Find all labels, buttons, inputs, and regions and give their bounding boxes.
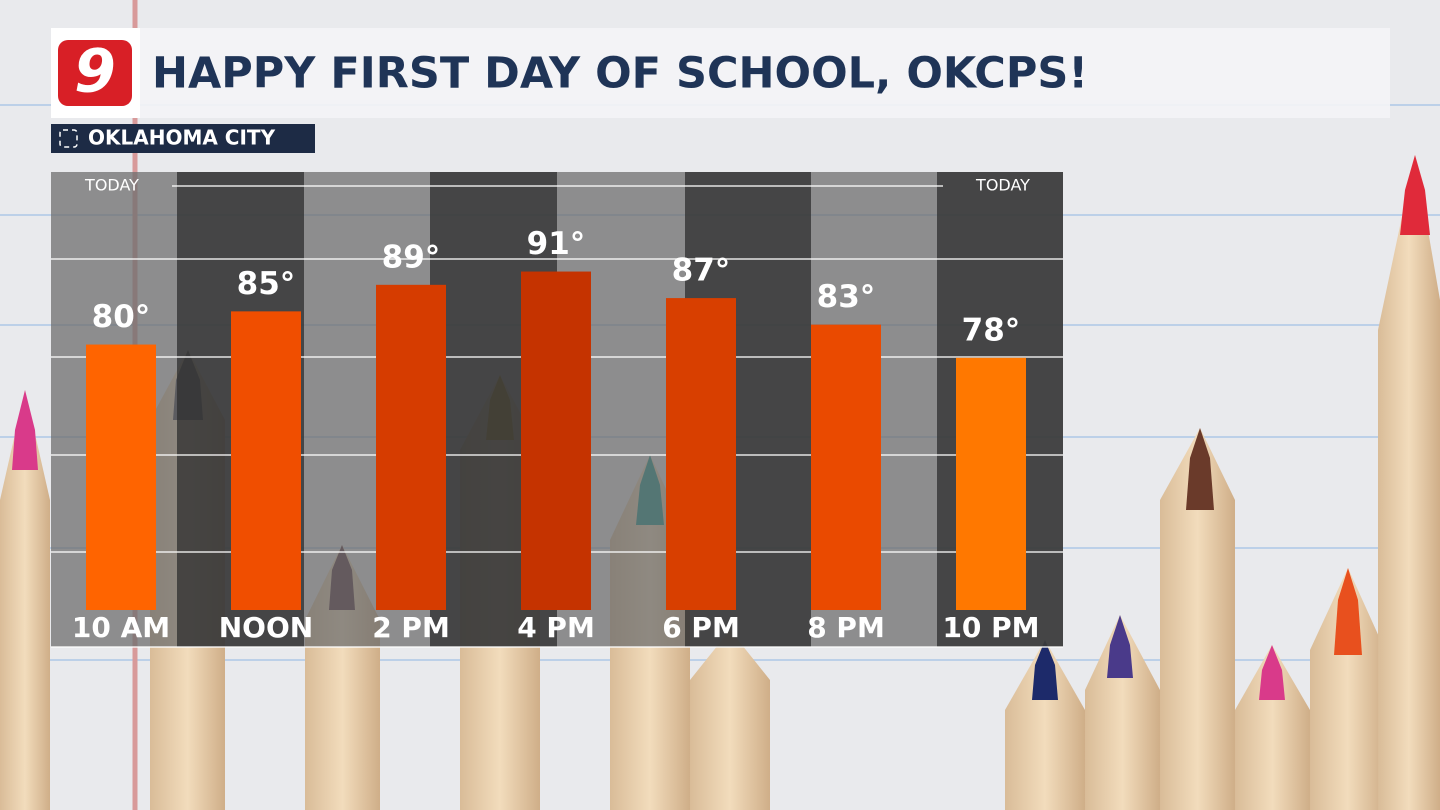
value-label: 91°	[527, 226, 586, 262]
chart-title: HAPPY FIRST DAY OF SCHOOL, OKCPS!	[152, 49, 1088, 99]
value-label: 78°	[962, 312, 1021, 348]
x-tick-label: 2 PM	[372, 611, 450, 644]
location-box	[51, 124, 315, 153]
value-label: 89°	[382, 239, 441, 275]
period-label: TODAY	[975, 176, 1030, 195]
logo: 9	[74, 37, 116, 107]
x-tick-label: 6 PM	[662, 611, 740, 644]
x-tick-label: 10 AM	[72, 611, 170, 644]
bar	[376, 284, 446, 610]
bar	[231, 311, 301, 610]
value-label: 87°	[672, 253, 731, 289]
location-icon	[59, 129, 78, 148]
bar	[811, 324, 881, 610]
bar	[666, 298, 736, 610]
period-label: TODAY	[84, 176, 139, 195]
value-label: 80°	[92, 299, 151, 335]
bar	[956, 357, 1026, 610]
x-tick-label: 10 PM	[942, 611, 1039, 644]
bar	[521, 271, 591, 610]
value-label: 83°	[817, 279, 876, 315]
logo-badge	[58, 40, 132, 106]
title-bar	[140, 28, 1390, 118]
bar	[86, 344, 156, 610]
location: OKLAHOMA CITY	[88, 126, 276, 150]
x-tick-label: 8 PM	[807, 611, 885, 644]
x-tick-label: NOON	[219, 611, 313, 644]
x-tick-label: 4 PM	[517, 611, 595, 644]
value-label: 85°	[237, 266, 296, 302]
